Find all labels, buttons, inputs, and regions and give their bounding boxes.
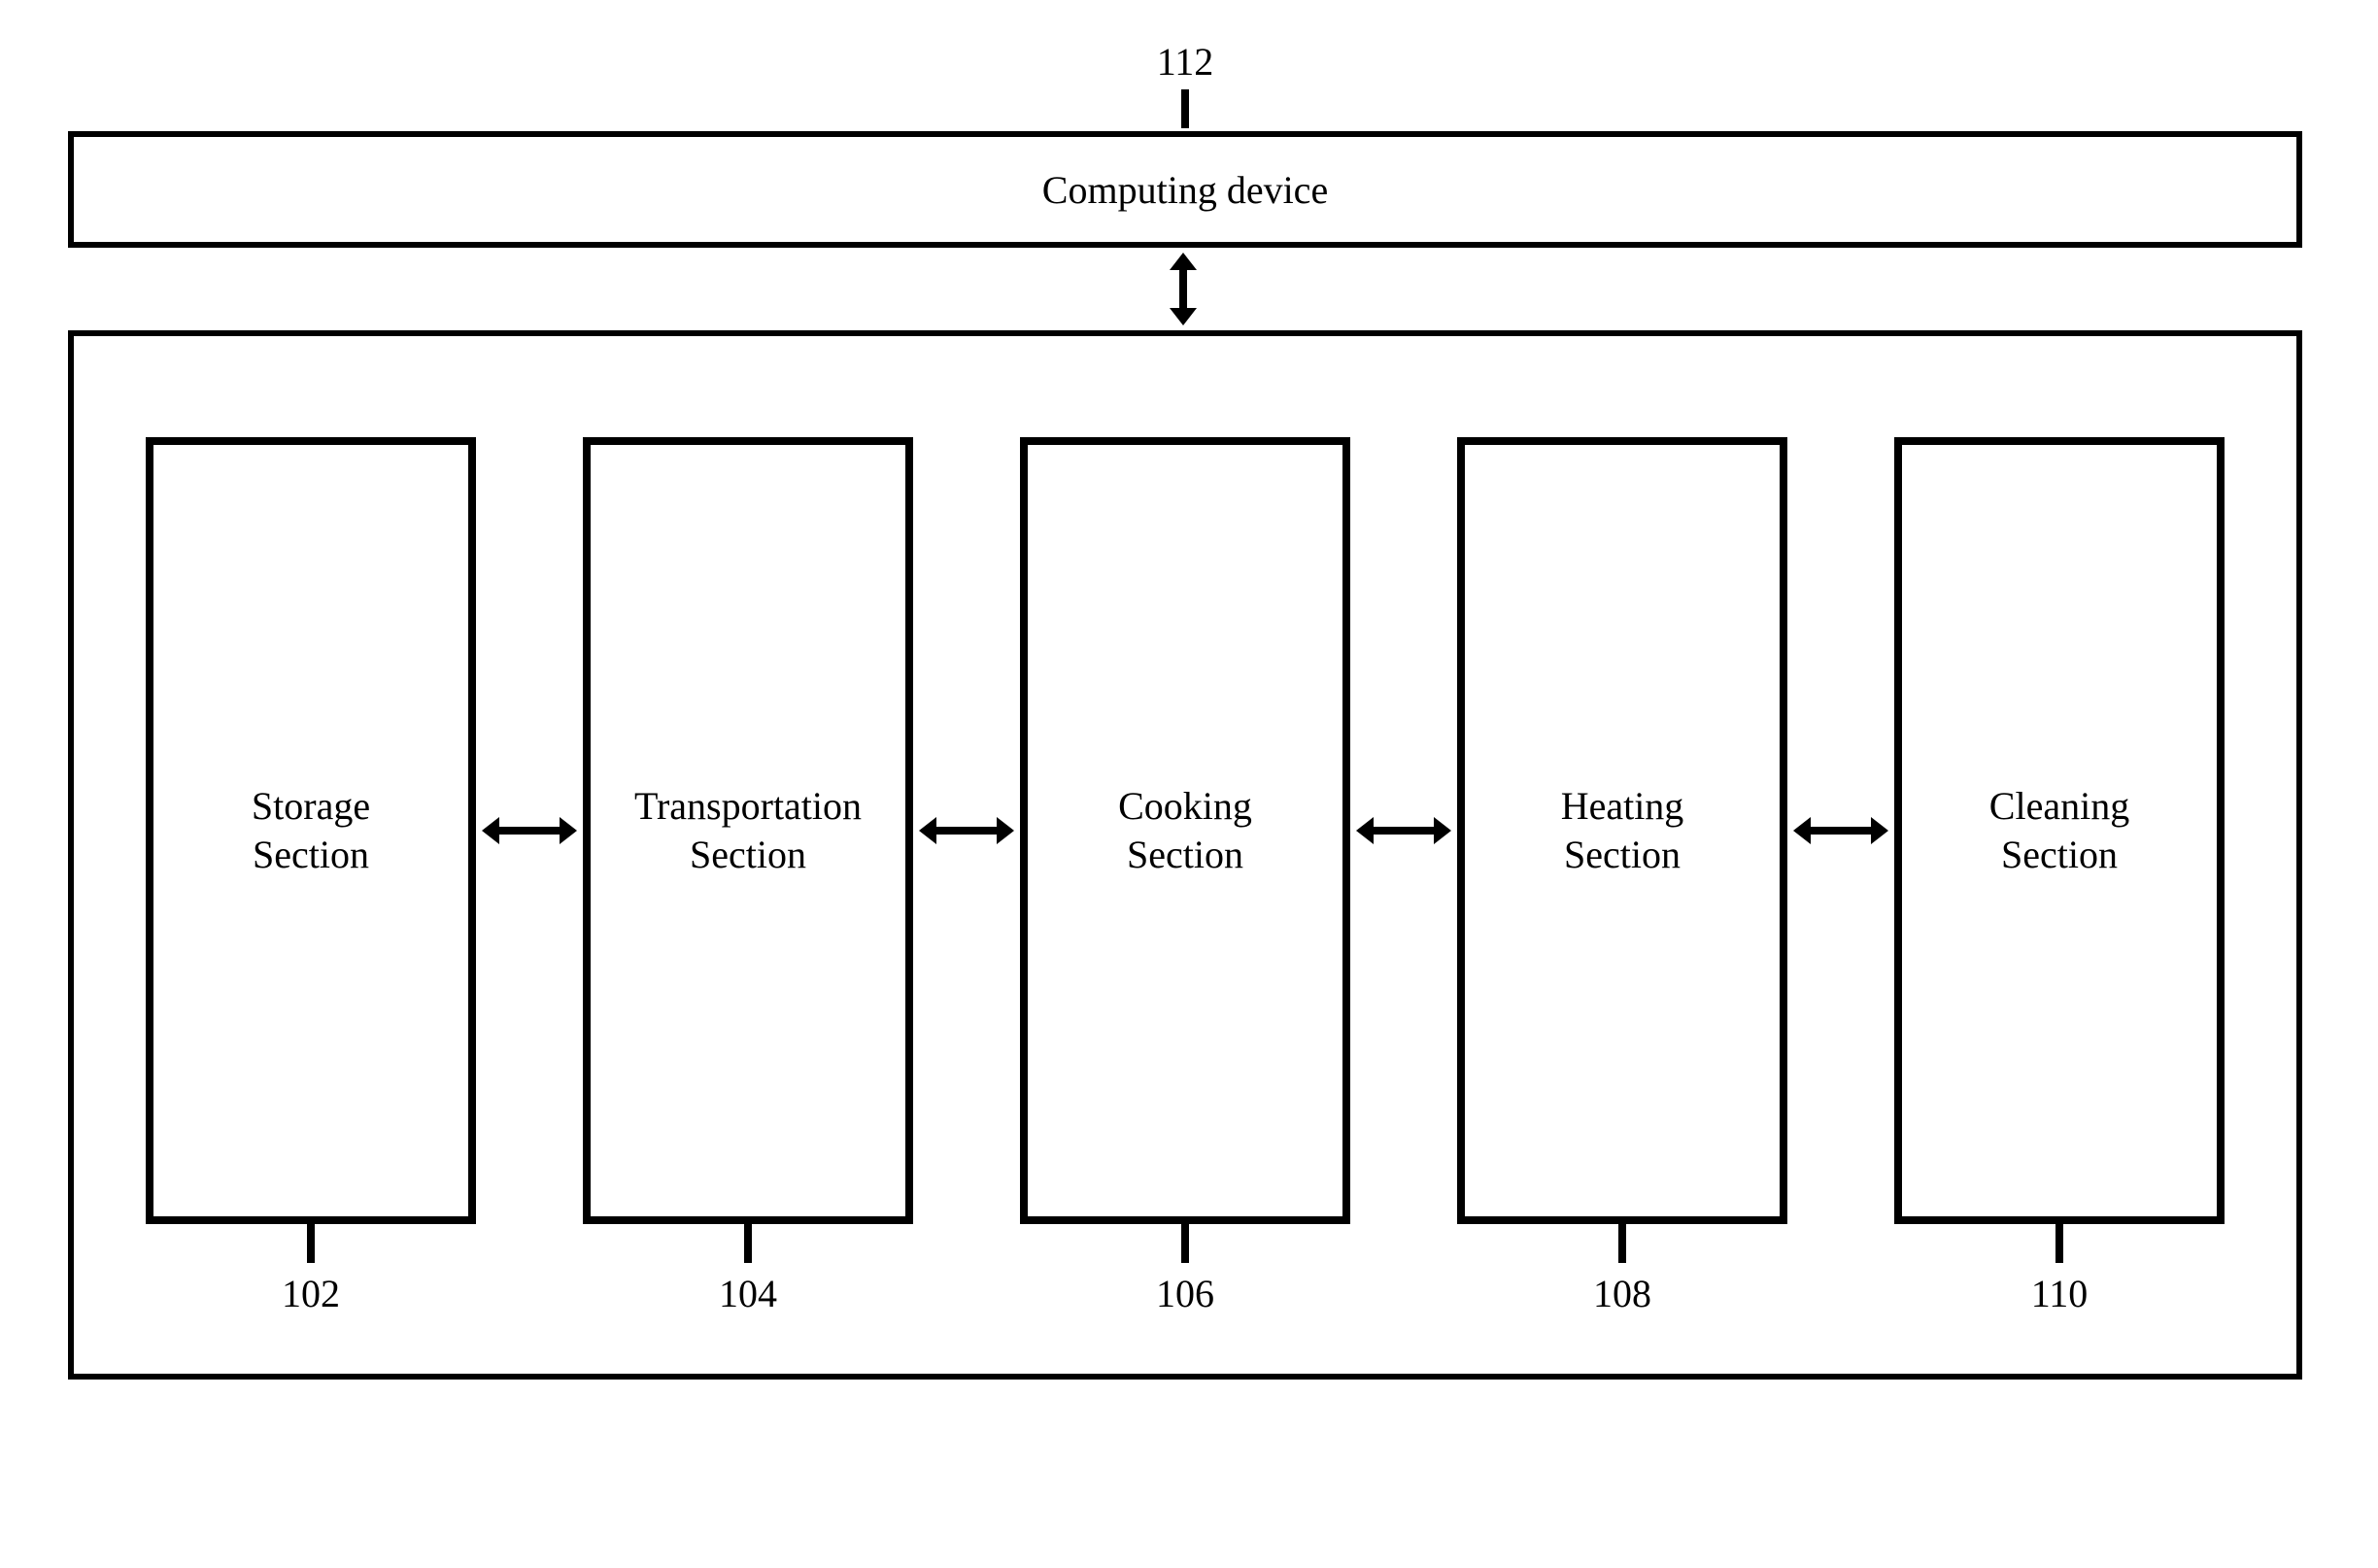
section-heating-line2: Section <box>1564 831 1681 879</box>
section-heating: HeatingSection <box>1457 437 1787 1224</box>
ref-label-104: 104 <box>690 1271 806 1316</box>
ref-label-108: 108 <box>1564 1271 1681 1316</box>
ref-label-106: 106 <box>1127 1271 1243 1316</box>
leader-108 <box>1618 1224 1626 1263</box>
ref-label-102: 102 <box>253 1271 369 1316</box>
section-transportation-line1: Transportation <box>634 782 862 831</box>
section-storage: StorageSection <box>146 437 476 1224</box>
section-transportation: TransportationSection <box>583 437 913 1224</box>
ref-label-112: 112 <box>1137 39 1234 85</box>
diagram-canvas: 112Computing deviceStorageSection102Tran… <box>0 0 2378 1568</box>
section-cooking: CookingSection <box>1020 437 1350 1224</box>
section-cooking-line2: Section <box>1127 831 1243 879</box>
leader-106 <box>1181 1224 1189 1263</box>
leader-110 <box>2055 1224 2063 1263</box>
section-cleaning-line2: Section <box>2001 831 2118 879</box>
section-cooking-line1: Cooking <box>1118 782 1252 831</box>
section-cleaning: CleaningSection <box>1894 437 2225 1224</box>
section-heating-line1: Heating <box>1561 782 1684 831</box>
section-transportation-line2: Section <box>690 831 806 879</box>
section-storage-line1: Storage <box>252 782 370 831</box>
section-cleaning-line1: Cleaning <box>1989 782 2129 831</box>
ref-label-110: 110 <box>2001 1271 2118 1316</box>
leader-112 <box>1181 89 1189 128</box>
leader-102 <box>307 1224 315 1263</box>
leader-104 <box>744 1224 752 1263</box>
section-storage-line2: Section <box>253 831 369 879</box>
